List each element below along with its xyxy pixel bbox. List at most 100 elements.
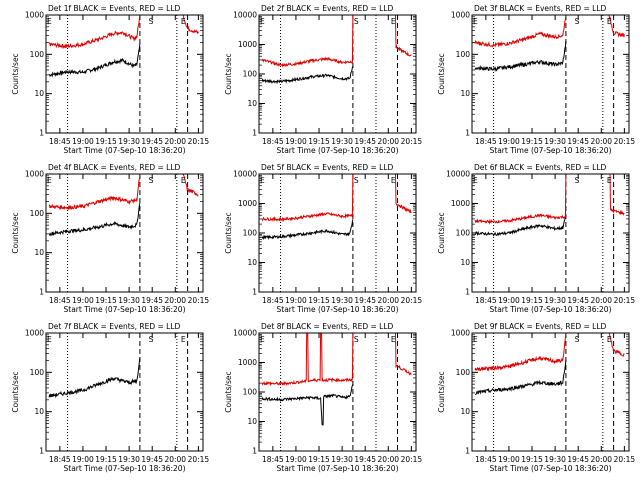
y-axis-label: Counts/sec — [11, 371, 20, 412]
series-line-1 — [474, 40, 567, 73]
panel-1: Det 1f BLACK = Events, RED = LLD 1 10 100 10… — [11, 4, 209, 155]
x-axis-label: Start Time (07-Sep-10 18:36:20) — [64, 464, 186, 473]
y-tick-label: 100 — [456, 368, 471, 377]
y-tick-label: 100 — [30, 50, 45, 59]
x-tick-label: 19:00 — [498, 455, 520, 464]
y-axis-label: Counts/sec — [11, 53, 20, 94]
y-tick-label: 100 — [30, 209, 45, 218]
event-marker-label: E — [391, 176, 396, 185]
event-marker-label: E — [181, 176, 186, 185]
y-tick-label: 1 — [39, 288, 44, 297]
x-tick-label: 20:15 — [401, 455, 423, 464]
x-tick-label: 20:15 — [188, 296, 210, 305]
series-line-2 — [48, 14, 199, 50]
x-tick-label: 19:00 — [72, 455, 94, 464]
plot-frame — [258, 14, 417, 134]
y-tick-label: 1000 — [451, 199, 470, 208]
x-tick-label: 19:30 — [118, 296, 140, 305]
x-tick-label: 20:00 — [590, 137, 612, 146]
plot-frame — [45, 332, 204, 452]
x-tick-label: 20:00 — [377, 296, 399, 305]
x-tick-label: 19:30 — [118, 455, 140, 464]
panel-title: Det 5f BLACK = Events, RED = LLD — [261, 163, 394, 172]
series-line-2 — [261, 332, 412, 387]
series-line-2 — [261, 14, 412, 68]
y-tick-label: 10000 — [233, 170, 257, 179]
x-tick-label: 19:30 — [544, 455, 566, 464]
panel-title: Det 4f BLACK = Events, RED = LLD — [48, 163, 181, 172]
y-tick-label: 10 — [34, 89, 44, 98]
plot-frame — [45, 14, 204, 134]
event-marker-label: E — [47, 17, 52, 26]
series-line-1 — [48, 357, 141, 399]
series-line-1 — [261, 66, 354, 85]
x-tick-label: 19:15 — [95, 455, 117, 464]
series-line-1 — [49, 202, 141, 236]
x-axis-label: Start Time (07-Sep-10 18:36:20) — [490, 464, 612, 473]
panel-title: Det 3f BLACK = Events, RED = LLD — [474, 4, 607, 13]
y-tick-label: 1000 — [25, 11, 44, 20]
y-tick-label: 100 — [243, 229, 258, 238]
event-marker-label: E — [181, 335, 186, 344]
x-tick-label: 19:00 — [72, 137, 94, 146]
y-tick-label: 1000 — [451, 11, 470, 20]
y-axis-label: Counts/sec — [224, 212, 233, 253]
x-tick-label: 19:30 — [331, 455, 353, 464]
y-tick-label: 1 — [39, 447, 44, 456]
x-tick-label: 19:45 — [354, 137, 376, 146]
x-tick-label: 20:00 — [590, 296, 612, 305]
event-marker-label: S — [354, 17, 359, 26]
x-tick-label: 20:00 — [164, 296, 186, 305]
y-tick-label: 1 — [252, 129, 257, 138]
x-tick-label: 19:45 — [141, 296, 163, 305]
event-marker-label: S — [149, 176, 154, 185]
x-tick-label: 19:30 — [331, 296, 353, 305]
y-tick-label: 10 — [34, 248, 44, 257]
y-tick-label: 100 — [456, 50, 471, 59]
event-marker-label: E — [607, 176, 612, 185]
y-tick-label: 10 — [247, 417, 257, 426]
event-marker-label: E — [473, 176, 478, 185]
x-tick-label: 19:15 — [308, 137, 330, 146]
event-marker-label: S — [354, 335, 359, 344]
event-marker-label: S — [149, 335, 154, 344]
y-tick-label: 100 — [243, 70, 258, 79]
plot-frame — [471, 332, 630, 452]
x-tick-label: 18:45 — [262, 455, 284, 464]
y-axis-label: Counts/sec — [437, 212, 446, 253]
x-tick-label: 20:15 — [188, 137, 210, 146]
panel-title: Det 6f BLACK = Events, RED = LLD — [474, 163, 607, 172]
y-axis-label: Counts/sec — [437, 53, 446, 94]
event-marker-label: E — [607, 335, 612, 344]
y-tick-label: 1 — [252, 288, 257, 297]
series-line-1 — [261, 219, 354, 241]
y-tick-label: 1000 — [238, 199, 257, 208]
y-tick-label: 10000 — [233, 329, 257, 338]
panel-title: Det 2f BLACK = Events, RED = LLD — [261, 4, 394, 13]
panel-title: Det 8f BLACK = Events, RED = LLD — [261, 322, 394, 331]
x-tick-label: 19:15 — [308, 455, 330, 464]
event-marker-label: E — [260, 17, 265, 26]
x-tick-label: 20:15 — [401, 137, 423, 146]
x-tick-label: 20:15 — [614, 296, 636, 305]
y-tick-label: 1 — [252, 447, 257, 456]
event-marker-label: E — [607, 17, 612, 26]
panel-title: Det 9f BLACK = Events, RED = LLD — [474, 322, 607, 331]
x-axis-label: Start Time (07-Sep-10 18:36:20) — [277, 146, 399, 155]
y-tick-label: 10 — [460, 407, 470, 416]
y-tick-label: 1 — [465, 129, 470, 138]
x-tick-label: 20:15 — [188, 455, 210, 464]
x-tick-label: 19:00 — [285, 455, 307, 464]
series-line-1 — [474, 214, 567, 237]
panel-title: Det 7f BLACK = Events, RED = LLD — [48, 322, 181, 331]
x-axis-label: Start Time (07-Sep-10 18:36:20) — [277, 464, 399, 473]
x-tick-label: 19:45 — [567, 455, 589, 464]
y-tick-label: 1000 — [451, 329, 470, 338]
x-tick-label: 20:15 — [614, 455, 636, 464]
panel-3: Det 3f BLACK = Events, RED = LLD 1 10 100 10… — [437, 4, 635, 155]
event-marker-label: S — [575, 176, 580, 185]
y-tick-label: 1000 — [238, 358, 257, 367]
event-marker-label: E — [47, 176, 52, 185]
x-tick-label: 20:00 — [164, 455, 186, 464]
x-tick-label: 18:45 — [49, 455, 71, 464]
